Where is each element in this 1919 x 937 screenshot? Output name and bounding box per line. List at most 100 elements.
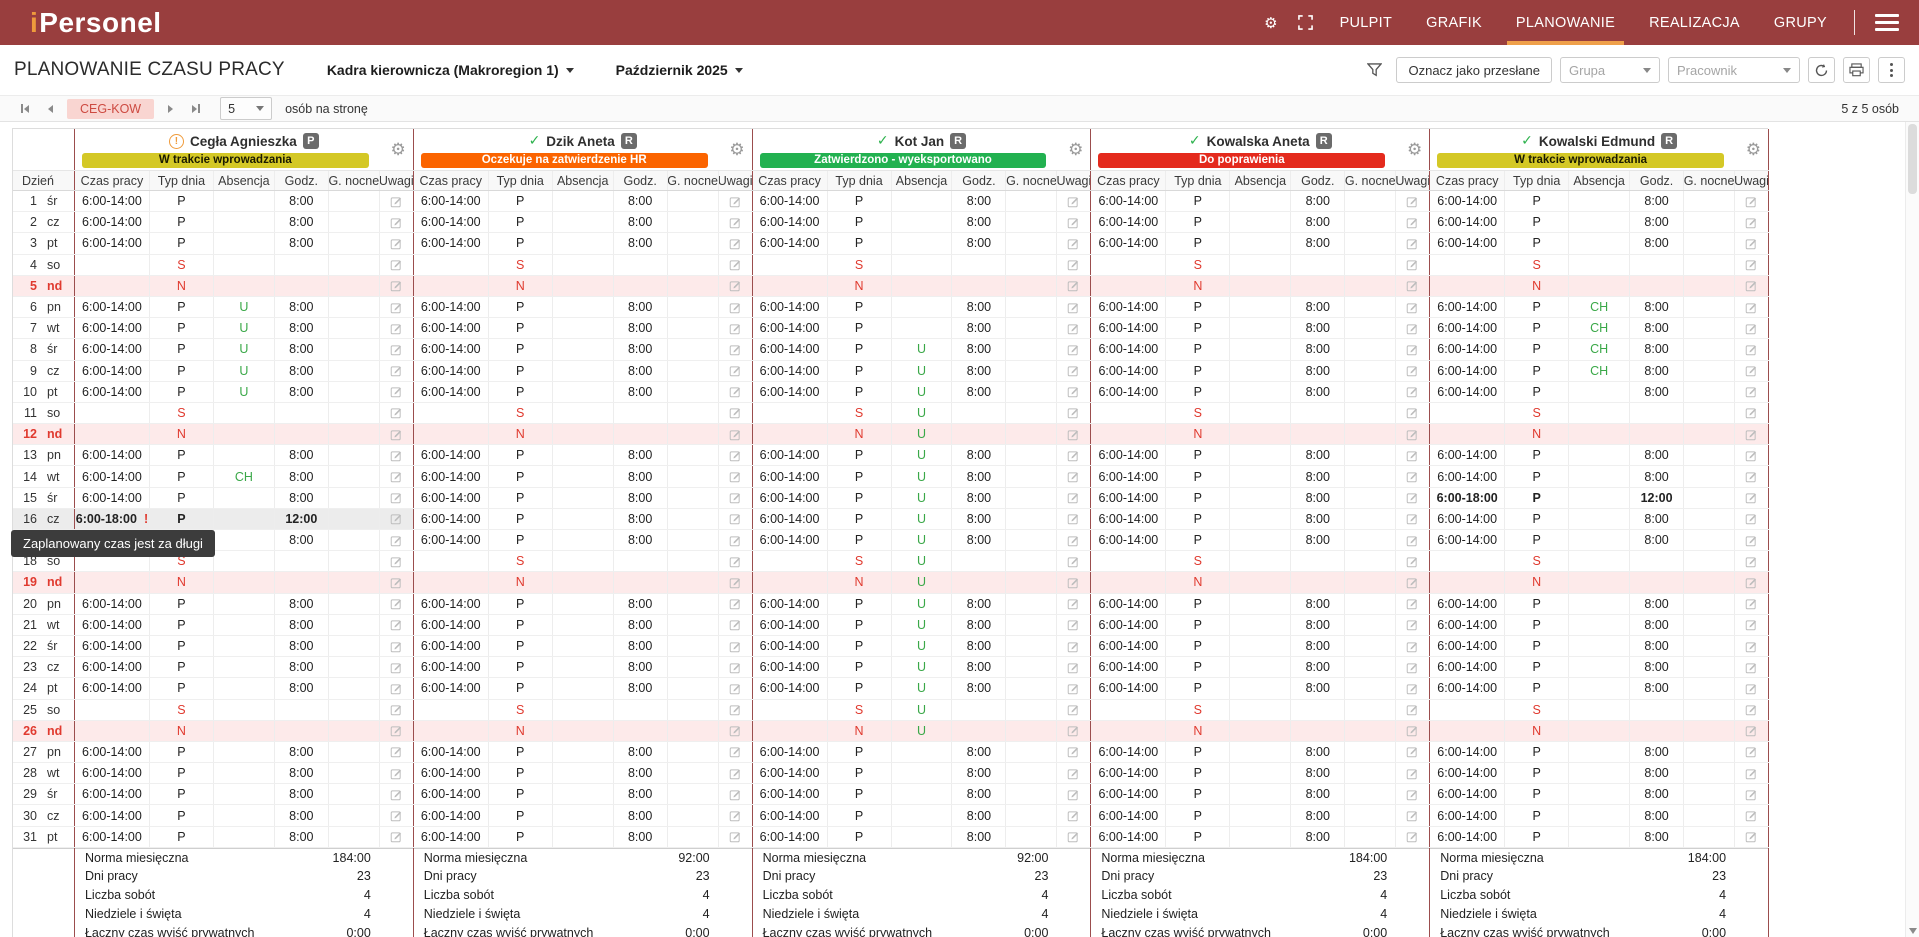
edit-note-icon[interactable] <box>729 661 742 674</box>
edit-note-icon[interactable] <box>390 428 403 441</box>
absence-cell[interactable] <box>1568 233 1629 253</box>
absence-cell[interactable]: U <box>891 721 952 741</box>
work-time-cell[interactable] <box>1090 403 1165 423</box>
day-type-cell[interactable]: P <box>827 445 891 465</box>
edit-note-icon[interactable] <box>1406 745 1419 758</box>
absence-cell[interactable] <box>1568 255 1629 275</box>
day-type-cell[interactable]: P <box>1165 488 1229 508</box>
day-type-cell[interactable]: N <box>1504 572 1568 592</box>
work-time-cell[interactable] <box>1090 255 1165 275</box>
work-time-cell[interactable]: 6:00-14:00 <box>1429 657 1504 677</box>
absence-cell[interactable] <box>1568 509 1629 529</box>
edit-note-icon[interactable] <box>1406 470 1419 483</box>
absence-cell[interactable] <box>552 721 613 741</box>
absence-cell[interactable]: U <box>891 509 952 529</box>
edit-note-icon[interactable] <box>1067 343 1080 356</box>
absence-cell[interactable] <box>1229 361 1290 381</box>
work-time-cell[interactable]: 6:00-14:00 <box>752 827 827 847</box>
edit-note-icon[interactable] <box>1406 618 1419 631</box>
absence-cell[interactable] <box>1229 615 1290 635</box>
work-time-cell[interactable]: 6:00-14:00 <box>752 657 827 677</box>
absence-cell[interactable]: CH <box>213 466 274 486</box>
day-type-cell[interactable]: S <box>1165 255 1229 275</box>
work-time-cell[interactable]: 6:00-14:00 <box>752 382 827 402</box>
work-time-cell[interactable]: 6:00-14:00 <box>1429 827 1504 847</box>
day-type-cell[interactable]: P <box>1504 678 1568 698</box>
work-time-cell[interactable] <box>752 276 827 296</box>
day-type-cell[interactable]: P <box>488 445 552 465</box>
work-time-cell[interactable] <box>413 572 488 592</box>
print-icon[interactable] <box>1843 57 1870 83</box>
absence-cell[interactable] <box>1229 191 1290 211</box>
day-type-cell[interactable]: P <box>1165 827 1229 847</box>
absence-cell[interactable] <box>1229 509 1290 529</box>
group-selector-dropdown[interactable]: Kadra kierownicza (Makroregion 1) <box>327 62 574 78</box>
day-type-cell[interactable]: P <box>827 636 891 656</box>
absence-cell[interactable] <box>213 255 274 275</box>
work-time-cell[interactable] <box>74 700 149 720</box>
absence-cell[interactable] <box>552 318 613 338</box>
work-time-cell[interactable]: 6:00-14:00 <box>74 466 149 486</box>
work-time-cell[interactable]: 6:00-14:00 <box>1429 233 1504 253</box>
absence-cell[interactable] <box>552 742 613 762</box>
edit-note-icon[interactable] <box>390 534 403 547</box>
day-type-cell[interactable]: P <box>827 488 891 508</box>
edit-note-icon[interactable] <box>1067 279 1080 292</box>
day-type-cell[interactable]: N <box>149 572 213 592</box>
work-time-cell[interactable]: 6:00-14:00 <box>413 191 488 211</box>
day-type-cell[interactable]: P <box>488 361 552 381</box>
work-time-cell[interactable]: 6:00-14:00 <box>413 318 488 338</box>
work-time-cell[interactable]: 6:00-14:00 <box>74 827 149 847</box>
day-type-cell[interactable]: P <box>1165 784 1229 804</box>
absence-cell[interactable] <box>213 530 274 550</box>
work-time-cell[interactable]: 6:00-14:00 <box>1429 530 1504 550</box>
day-type-cell[interactable]: P <box>149 509 213 529</box>
work-time-cell[interactable]: 6:00-14:00 <box>1429 615 1504 635</box>
edit-note-icon[interactable] <box>1067 788 1080 801</box>
work-time-cell[interactable]: 6:00-14:00 <box>74 488 149 508</box>
absence-cell[interactable]: U <box>891 382 952 402</box>
day-type-cell[interactable]: P <box>1165 466 1229 486</box>
absence-cell[interactable] <box>1229 297 1290 317</box>
work-time-cell[interactable]: 6:00-14:00 <box>1090 297 1165 317</box>
day-type-cell[interactable]: P <box>827 678 891 698</box>
work-time-cell[interactable] <box>752 572 827 592</box>
absence-cell[interactable] <box>1568 530 1629 550</box>
edit-note-icon[interactable] <box>1745 555 1758 568</box>
absence-cell[interactable] <box>552 700 613 720</box>
edit-note-icon[interactable] <box>1406 322 1419 335</box>
absence-cell[interactable] <box>213 403 274 423</box>
work-time-cell[interactable] <box>1090 276 1165 296</box>
day-type-cell[interactable]: P <box>488 318 552 338</box>
day-type-cell[interactable]: P <box>827 318 891 338</box>
work-time-cell[interactable] <box>1429 721 1504 741</box>
day-type-cell[interactable]: P <box>827 784 891 804</box>
day-type-cell[interactable]: P <box>149 488 213 508</box>
absence-cell[interactable] <box>891 191 952 211</box>
edit-note-icon[interactable] <box>1406 364 1419 377</box>
work-time-cell[interactable]: 6:00-14:00 <box>752 678 827 698</box>
absence-cell[interactable]: U <box>213 382 274 402</box>
absence-cell[interactable] <box>552 297 613 317</box>
day-type-cell[interactable]: S <box>827 700 891 720</box>
day-type-cell[interactable]: P <box>1504 742 1568 762</box>
edit-note-icon[interactable] <box>390 640 403 653</box>
edit-note-icon[interactable] <box>1406 661 1419 674</box>
absence-cell[interactable] <box>552 805 613 825</box>
work-time-cell[interactable]: 6:00-14:00 <box>74 445 149 465</box>
absence-cell[interactable] <box>552 509 613 529</box>
day-type-cell[interactable]: N <box>827 276 891 296</box>
absence-cell[interactable] <box>1229 403 1290 423</box>
edit-note-icon[interactable] <box>1745 724 1758 737</box>
edit-note-icon[interactable] <box>1406 301 1419 314</box>
absence-cell[interactable] <box>1229 827 1290 847</box>
edit-note-icon[interactable] <box>390 406 403 419</box>
edit-note-icon[interactable] <box>1745 279 1758 292</box>
absence-cell[interactable]: U <box>891 551 952 571</box>
absence-cell[interactable] <box>552 361 613 381</box>
page-size-select[interactable]: 5 <box>220 97 272 120</box>
day-type-cell[interactable]: P <box>149 827 213 847</box>
absence-cell[interactable]: U <box>891 572 952 592</box>
day-type-cell[interactable]: P <box>827 466 891 486</box>
day-type-cell[interactable]: P <box>1504 784 1568 804</box>
